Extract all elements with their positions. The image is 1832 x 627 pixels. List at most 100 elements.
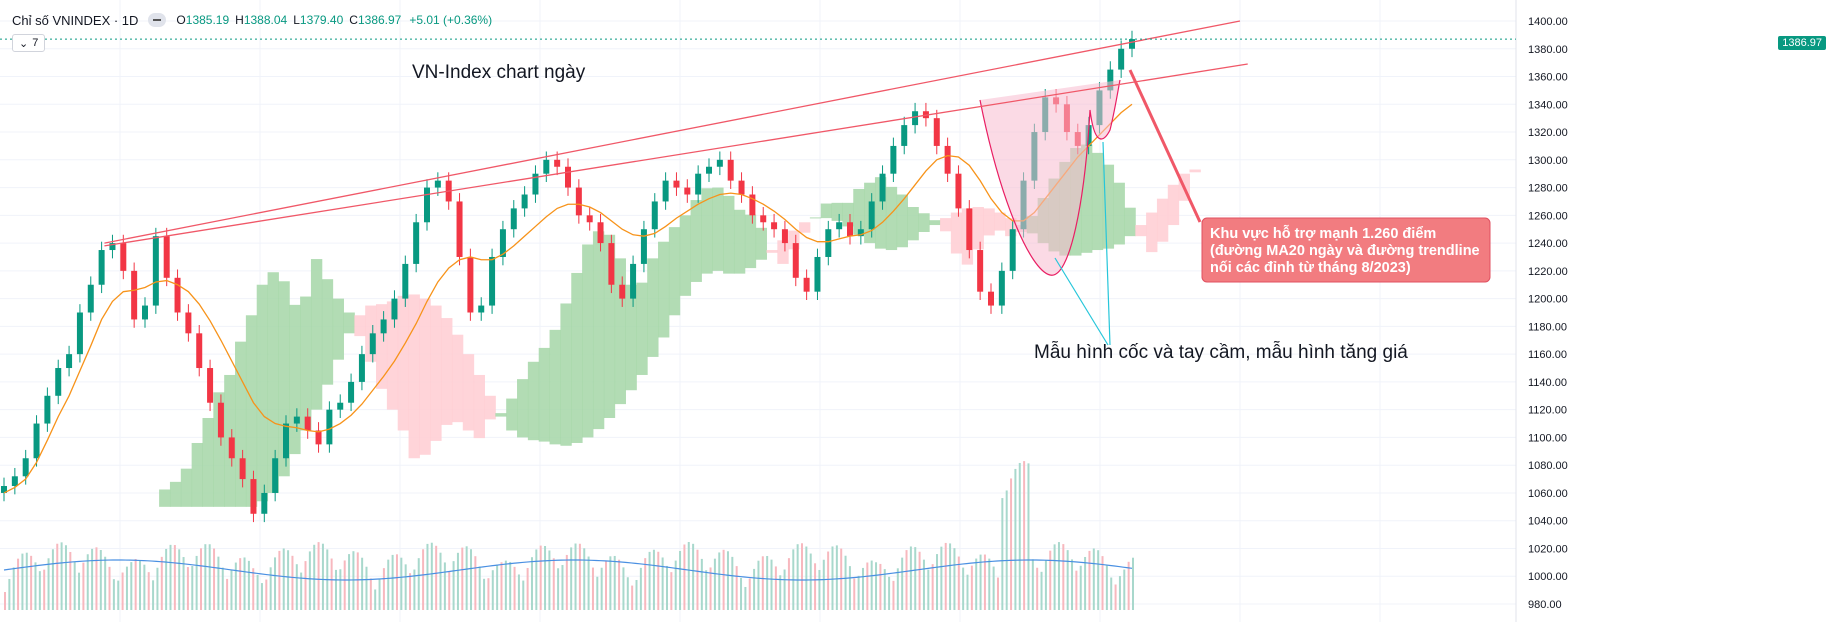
volume-bar-19 bbox=[86, 554, 89, 610]
candle-body-5 bbox=[55, 368, 62, 396]
candle-body-34 bbox=[369, 333, 376, 355]
candle-body-102 bbox=[1107, 69, 1114, 91]
volume-bar-110 bbox=[483, 578, 486, 610]
candle-body-11 bbox=[120, 243, 127, 271]
volume-bar-119 bbox=[522, 580, 525, 610]
candle-body-72 bbox=[781, 229, 788, 244]
volume-bar-1 bbox=[8, 578, 11, 610]
volume-bar-160 bbox=[700, 558, 703, 610]
volume-bar-24 bbox=[108, 566, 111, 610]
cloud-segment-64 bbox=[853, 188, 865, 235]
volume-bar-195 bbox=[853, 578, 856, 610]
candle-body-42 bbox=[456, 201, 463, 257]
cloud-segment-50 bbox=[701, 188, 713, 274]
cloud-segment-51 bbox=[712, 187, 724, 271]
volume-bar-83 bbox=[365, 566, 368, 610]
volume-bar-164 bbox=[718, 552, 721, 610]
cloud-segment-41 bbox=[603, 234, 616, 418]
volume-bar-179 bbox=[783, 569, 786, 610]
cloud-segment-2 bbox=[180, 468, 193, 507]
volume-bar-196 bbox=[857, 575, 860, 610]
volume-bar-130 bbox=[570, 547, 573, 610]
candle-body-49 bbox=[532, 173, 539, 195]
volume-bar-167 bbox=[731, 556, 734, 610]
ohlc-values: O1385.19 H1388.04 L1379.40 C1386.97 +5.0… bbox=[176, 13, 492, 27]
volume-bar-113 bbox=[496, 564, 499, 610]
cloud-segment-58 bbox=[788, 230, 800, 250]
cloud-segment-23 bbox=[408, 294, 420, 459]
volume-bar-10 bbox=[47, 558, 50, 610]
cloud-segment-39 bbox=[582, 244, 594, 438]
cloud-segment-27 bbox=[451, 334, 464, 423]
volume-bar-213 bbox=[931, 564, 934, 610]
volume-bar-65 bbox=[287, 550, 290, 610]
volume-bar-5 bbox=[25, 552, 28, 610]
volume-bar-188 bbox=[822, 559, 825, 610]
cloud-segment-86 bbox=[1091, 152, 1104, 251]
volume-bar-49 bbox=[217, 556, 220, 610]
candle-body-50 bbox=[543, 159, 550, 174]
volume-bar-97 bbox=[426, 543, 429, 610]
cloud-segment-56 bbox=[766, 250, 778, 253]
cloud-segment-34 bbox=[527, 361, 540, 441]
volume-bar-61 bbox=[269, 567, 272, 610]
volume-bar-254 bbox=[1110, 577, 1113, 610]
candle-body-48 bbox=[521, 194, 528, 209]
cloud-segment-5 bbox=[213, 392, 225, 507]
volume-bar-187 bbox=[818, 569, 821, 610]
volume-bar-23 bbox=[104, 556, 107, 610]
cloud-segment-89 bbox=[1124, 207, 1136, 237]
cloud-segment-8 bbox=[245, 315, 258, 507]
cloud-segment-18 bbox=[354, 315, 366, 337]
high-value: 1388.04 bbox=[243, 13, 288, 27]
volume-bar-244 bbox=[1066, 550, 1069, 610]
volume-bar-126 bbox=[552, 558, 555, 610]
volume-bar-227 bbox=[992, 566, 995, 610]
price-tick-label-12: 1160.00 bbox=[1528, 349, 1567, 361]
volume-bar-117 bbox=[513, 566, 516, 610]
candle-body-83 bbox=[901, 125, 908, 146]
cloud-segment-43 bbox=[625, 284, 637, 391]
volume-bar-123 bbox=[539, 545, 542, 610]
cloud-segment-42 bbox=[614, 258, 626, 405]
cloud-segment-11 bbox=[278, 281, 290, 477]
volume-bar-120 bbox=[526, 567, 529, 610]
volume-bar-34 bbox=[152, 580, 155, 610]
cloud-segment-92 bbox=[1156, 198, 1169, 242]
volume-bar-241 bbox=[1053, 544, 1056, 610]
volume-bar-88 bbox=[387, 559, 390, 610]
high-label: H bbox=[235, 13, 244, 27]
volume-bar-26 bbox=[117, 580, 120, 610]
candle-body-28 bbox=[304, 416, 311, 431]
volume-bar-148 bbox=[648, 551, 651, 610]
cloud-segment-12 bbox=[289, 304, 301, 455]
candle-body-59 bbox=[640, 229, 647, 264]
volume-bar-203 bbox=[888, 576, 891, 610]
collapse-indicators-button[interactable]: ⌄ 7 bbox=[12, 34, 46, 52]
candle-body-89 bbox=[966, 208, 973, 251]
hide-legend-button[interactable] bbox=[148, 13, 167, 27]
volume-bar-207 bbox=[905, 550, 908, 610]
symbol-title[interactable]: Chỉ số VNINDEX · 1D bbox=[12, 12, 139, 28]
volume-bar-64 bbox=[282, 548, 285, 610]
volume-bar-101 bbox=[443, 562, 446, 610]
candle-body-8 bbox=[87, 284, 94, 313]
volume-bars bbox=[3, 461, 1134, 610]
volume-bar-73 bbox=[321, 543, 324, 610]
cloud-segment-71 bbox=[929, 220, 941, 226]
volume-bar-250 bbox=[1092, 548, 1095, 610]
volume-bar-21 bbox=[95, 547, 98, 610]
candle-body-14 bbox=[152, 236, 159, 306]
volume-bar-233 bbox=[1018, 462, 1021, 610]
cloud-segment-38 bbox=[571, 272, 583, 443]
cloud-segment-33 bbox=[517, 379, 529, 438]
cloud-segment-37 bbox=[560, 303, 572, 446]
volume-bar-30 bbox=[134, 559, 137, 610]
volume-bar-224 bbox=[979, 554, 982, 610]
candle-body-12 bbox=[131, 270, 138, 320]
volume-bar-32 bbox=[143, 564, 146, 610]
volume-bar-246 bbox=[1075, 570, 1078, 610]
volume-bar-222 bbox=[970, 565, 973, 610]
